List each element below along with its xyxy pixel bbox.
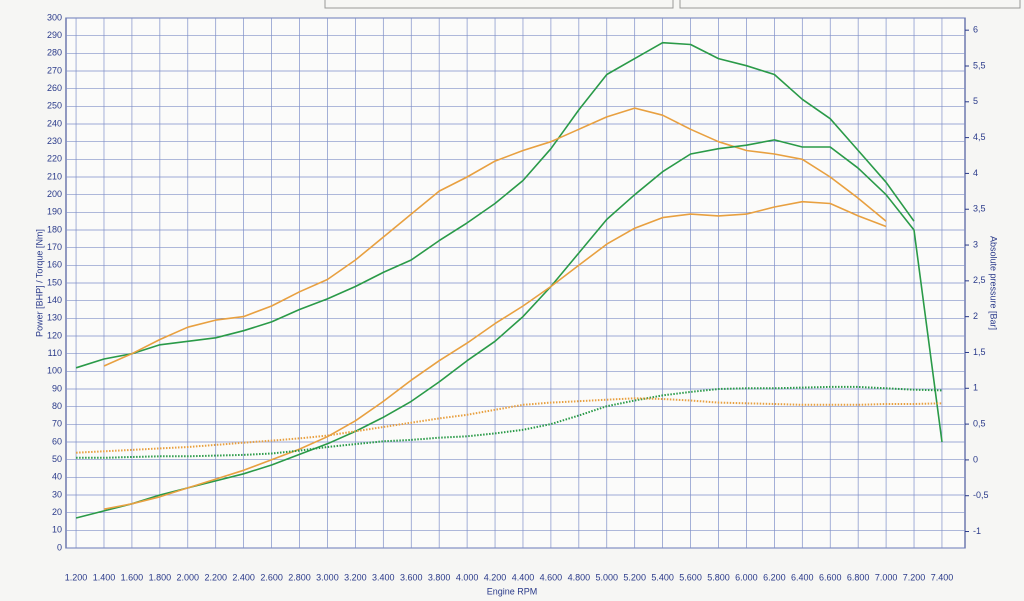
x-tick-label: 4.400	[512, 572, 535, 582]
x-tick-label: 5.200	[623, 572, 646, 582]
x-tick-label: 3.200	[344, 572, 367, 582]
y-tick-label: 80	[52, 401, 62, 411]
series-line	[76, 397, 943, 454]
y-tick-label: 290	[47, 30, 62, 40]
y-tick-label: 70	[52, 419, 62, 429]
y-tick-label: 200	[47, 189, 62, 199]
y-tick-label: 210	[47, 171, 62, 181]
y2-tick-label: -0,5	[973, 490, 989, 500]
x-tick-label: 6.400	[791, 572, 814, 582]
y-tick-label: 10	[52, 525, 62, 535]
x-tick-label: 2.200	[204, 572, 227, 582]
series-line	[76, 385, 943, 459]
x-tick-label: 3.000	[316, 572, 339, 582]
y-tick-label: 40	[52, 472, 62, 482]
y-tick-label: 130	[47, 313, 62, 323]
x-tick-label: 2.400	[232, 572, 255, 582]
x-tick-label: 3.400	[372, 572, 395, 582]
y2-tick-label: 5	[973, 96, 978, 106]
y-tick-label: 120	[47, 330, 62, 340]
y-tick-label: 270	[47, 65, 62, 75]
x-tick-label: 6.800	[847, 572, 870, 582]
y2-tick-label: 4,5	[973, 132, 986, 142]
y-tick-label: 300	[47, 12, 62, 22]
x-tick-label: 4.000	[456, 572, 479, 582]
y-tick-label: 30	[52, 489, 62, 499]
y2-tick-label: -1	[973, 526, 981, 536]
x-tick-label: 5.000	[596, 572, 619, 582]
x-tick-label: 6.000	[735, 572, 758, 582]
x-tick-label: 7.200	[903, 572, 926, 582]
y-tick-label: 110	[48, 348, 62, 358]
y-tick-label: 90	[52, 383, 62, 393]
y-tick-label: 160	[47, 260, 62, 270]
y2-tick-label: 0,5	[973, 418, 986, 428]
x-tick-label: 2.800	[288, 572, 311, 582]
y-tick-label: 190	[47, 207, 62, 217]
x-tick-label: 5.800	[707, 572, 730, 582]
y2-tick-label: 3	[973, 239, 978, 249]
x-tick-label: 6.600	[819, 572, 842, 582]
x-tick-label: 1.600	[121, 572, 144, 582]
header-box	[324, 0, 674, 9]
y-tick-label: 100	[47, 366, 62, 376]
y2-tick-label: 1,5	[973, 347, 986, 357]
x-tick-label: 3.600	[400, 572, 423, 582]
x-tick-label: 2.600	[260, 572, 283, 582]
y-tick-label: 170	[47, 242, 62, 252]
y-tick-label: 50	[52, 454, 62, 464]
x-tick-label: 7.000	[875, 572, 898, 582]
y-tick-label: 230	[47, 136, 62, 146]
y2-tick-label: 5,5	[973, 60, 986, 70]
series-line	[75, 139, 943, 519]
x-tick-label: 1.200	[65, 572, 88, 582]
y2-tick-label: 6	[973, 25, 978, 35]
x-tick-label: 4.600	[540, 572, 563, 582]
series-line	[75, 41, 915, 369]
y2-tick-label: 2	[973, 311, 978, 321]
y-tick-label: 240	[47, 118, 62, 128]
y-tick-label: 260	[47, 83, 62, 93]
y-tick-label: 140	[47, 295, 62, 305]
y-tick-label: 250	[47, 101, 62, 111]
y2-tick-label: 1	[973, 383, 978, 393]
x-tick-label: 5.600	[679, 572, 702, 582]
y2-tick-label: 2,5	[973, 275, 986, 285]
y-tick-label: 280	[47, 48, 62, 58]
x-tick-label: 7.400	[931, 572, 954, 582]
y-tick-label: 20	[52, 507, 62, 517]
x-tick-label: 4.800	[568, 572, 591, 582]
x-tick-label: 1.800	[149, 572, 172, 582]
header-box	[679, 0, 1021, 9]
x-tick-label: 5.400	[651, 572, 674, 582]
x-tick-label: 1.400	[93, 572, 116, 582]
y-tick-label: 0	[57, 542, 62, 552]
series-line	[103, 200, 887, 510]
y-tick-label: 150	[47, 277, 62, 287]
y-axis-title: Power [BHP] / Torque [Nm]	[34, 229, 44, 337]
y2-tick-label: 3,5	[973, 204, 986, 214]
y2-axis-title: Absolute pressure [Bar]	[989, 236, 999, 330]
x-axis-title: Engine RPM	[487, 586, 538, 596]
y-tick-label: 180	[47, 224, 62, 234]
y-tick-label: 220	[47, 154, 62, 164]
x-tick-label: 2.000	[177, 572, 200, 582]
x-tick-label: 4.200	[484, 572, 507, 582]
y2-tick-label: 4	[973, 168, 978, 178]
y2-tick-label: 0	[973, 454, 978, 464]
x-tick-label: 6.200	[763, 572, 786, 582]
x-tick-label: 3.800	[428, 572, 451, 582]
y-tick-label: 60	[52, 436, 62, 446]
series-line	[103, 107, 887, 367]
